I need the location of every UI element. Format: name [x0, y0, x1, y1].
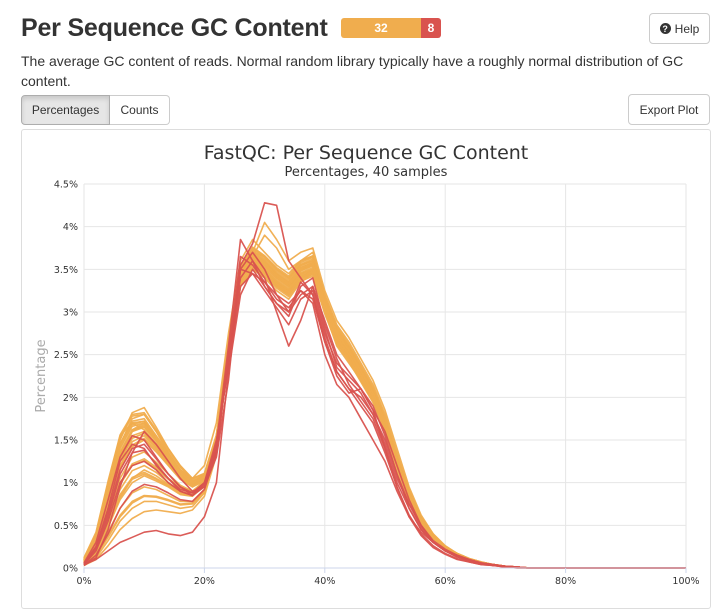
series-line-12[interactable] — [83, 238, 686, 569]
status-fail-segment[interactable]: 8 — [421, 18, 441, 38]
tab-counts[interactable]: Counts — [110, 95, 170, 125]
x-tick-label: 20% — [194, 576, 215, 587]
y-tick-label: 1.5% — [54, 436, 78, 447]
chart-subtitle: Percentages, 40 samples — [285, 165, 448, 180]
chart-title: FastQC: Per Sequence GC Content — [204, 142, 529, 164]
help-label: Help — [674, 21, 700, 36]
question-circle-icon: ? — [659, 23, 671, 34]
y-tick-label: 4.5% — [54, 180, 78, 191]
section-description: The average GC content of reads. Normal … — [21, 53, 684, 89]
status-warn-segment[interactable]: 32 — [341, 18, 421, 38]
y-tick-label: 3% — [63, 308, 78, 319]
series-line-8[interactable] — [83, 255, 686, 569]
tab-percentages[interactable]: Percentages — [21, 95, 110, 125]
y-tick-label: 2% — [63, 393, 78, 404]
x-tick-label: 40% — [314, 576, 335, 587]
x-tick-label: 60% — [435, 576, 456, 587]
x-tick-label: 100% — [672, 576, 699, 587]
series-line-5[interactable] — [83, 238, 686, 569]
page-title: Per Sequence GC Content — [21, 13, 328, 42]
gc-content-chart[interactable]: 0% 0.5% 1% 1.5% 2% 2.5% 3% 3.5% 4% 4.5% 0% 20% 40% 60… — [22, 130, 710, 596]
series-line-35[interactable] — [83, 246, 686, 569]
plot-container: 0% 0.5% 1% 1.5% 2% 2.5% 3% 3.5% 4% 4.5% 0% 20% 40% 60… — [21, 129, 711, 609]
y-tick-label: 2.5% — [54, 350, 78, 361]
data-toggle-group: Percentages Counts — [21, 95, 170, 125]
help-button[interactable]: ? Help — [649, 13, 710, 44]
x-tick-label: 80% — [555, 576, 576, 587]
series-line-13[interactable] — [83, 234, 686, 569]
chart-series-group — [83, 202, 686, 569]
y-tick-label: 3.5% — [54, 265, 78, 276]
series-line-14[interactable] — [83, 221, 686, 569]
x-tick-label: 0% — [76, 576, 91, 587]
section-header: Per Sequence GC Content — [21, 11, 328, 45]
y-tick-label: 1% — [63, 478, 78, 489]
chart-ticks: 0% 0.5% 1% 1.5% 2% 2.5% 3% 3.5% 4% 4.5% 0% 20% 40% 60… — [54, 180, 700, 588]
chart-grid — [83, 183, 687, 569]
y-tick-label: 0% — [63, 564, 78, 575]
y-tick-label: 0.5% — [54, 521, 78, 532]
export-plot-button[interactable]: Export Plot — [628, 94, 710, 125]
y-axis-title: Percentage — [34, 339, 49, 412]
status-bar[interactable]: 32 8 — [341, 18, 441, 38]
y-tick-label: 4% — [63, 222, 78, 233]
